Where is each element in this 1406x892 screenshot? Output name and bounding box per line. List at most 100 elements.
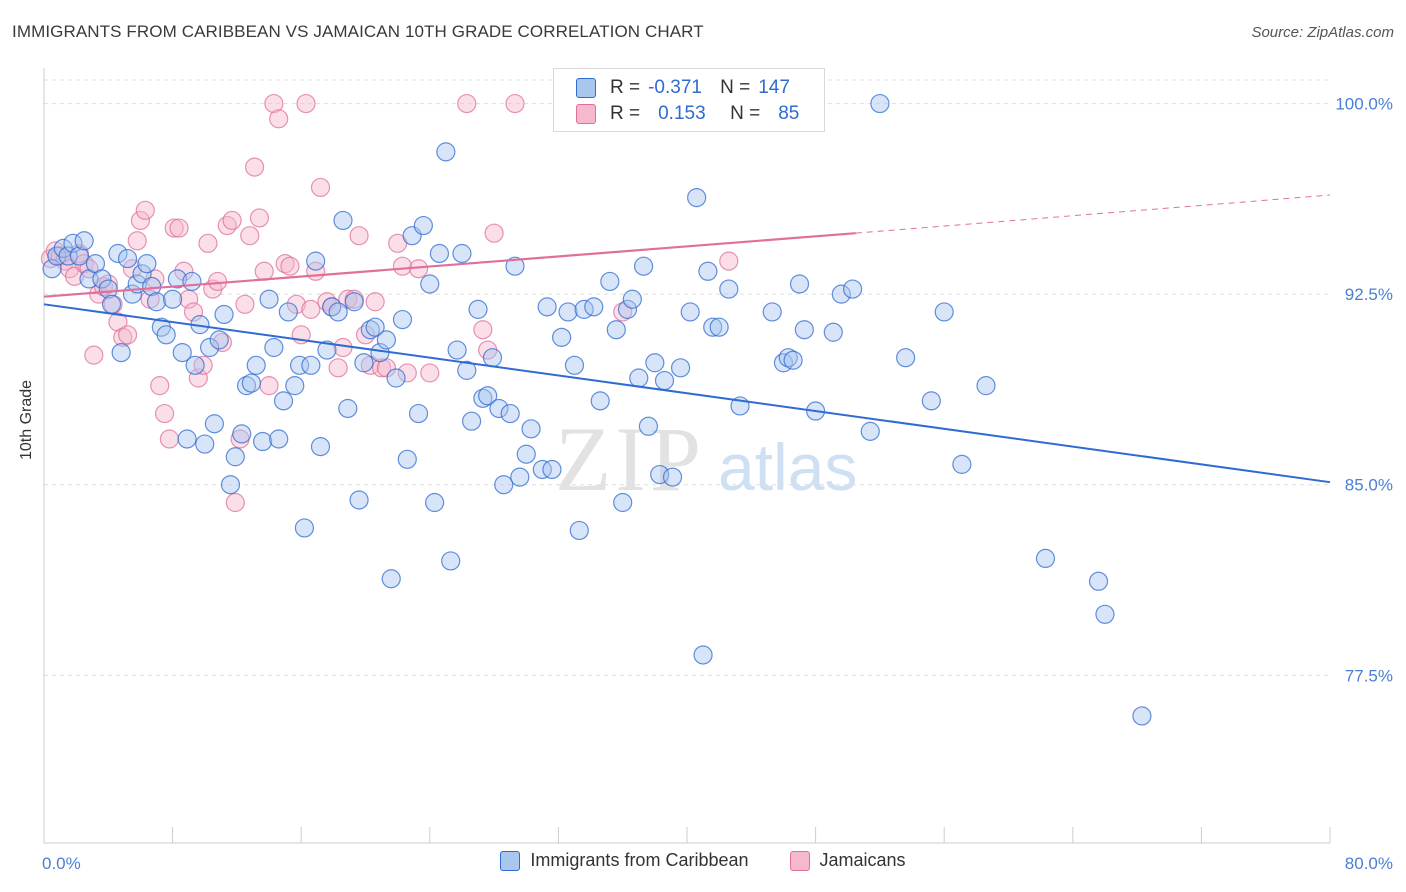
data-point (310, 437, 331, 457)
data-point (622, 289, 642, 309)
data-point (606, 320, 626, 340)
data-point (542, 459, 562, 480)
series-jamaicans (40, 93, 739, 513)
data-point (47, 246, 67, 266)
data-point (185, 355, 205, 375)
data-point (344, 292, 364, 312)
y-tick-labels: 77.5% 85.0% 92.5% 100.0% (1335, 95, 1393, 686)
data-point (420, 363, 440, 383)
data-point (408, 403, 429, 424)
stats-r-label: R = (610, 77, 641, 98)
data-point (600, 271, 620, 292)
x-tick-label: 80.0% (1345, 854, 1393, 873)
data-point (425, 492, 445, 513)
trend-line-jamaicans-extension (855, 194, 1331, 234)
data-point (558, 302, 578, 322)
data-point (111, 342, 131, 363)
data-point (823, 322, 843, 342)
data-point (253, 431, 273, 452)
data-point (489, 398, 509, 419)
data-point (328, 358, 348, 378)
data-point (117, 248, 138, 269)
data-point (150, 376, 170, 396)
data-point (552, 327, 572, 347)
trend-line-jamaicans (43, 232, 856, 298)
data-point (365, 317, 385, 337)
data-point (510, 467, 530, 487)
y-tick-label: 92.5% (1345, 285, 1393, 304)
legend-item-caribbean[interactable]: Immigrants from Caribbean (500, 850, 749, 871)
y-tick-label: 77.5% (1345, 666, 1393, 685)
legend-item-jamaicans[interactable]: Jamaicans (789, 850, 906, 871)
legend-swatch-jamaicans (789, 850, 810, 871)
data-point (976, 376, 996, 396)
data-point (188, 368, 208, 388)
data-point (505, 256, 525, 276)
trend-lines (43, 194, 1331, 484)
watermark-zip: ZIP (555, 408, 705, 510)
data-point (127, 231, 147, 251)
data-point (397, 363, 417, 383)
data-point (199, 337, 220, 358)
data-point (269, 429, 289, 449)
data-point (193, 355, 213, 375)
data-point (164, 218, 184, 238)
data-point (719, 279, 739, 299)
stats-legend: R = -0.371 N = 147 R = 0.153 N = 85 (553, 68, 825, 132)
data-point (831, 284, 851, 304)
data-point (286, 294, 306, 314)
data-point (687, 187, 707, 208)
data-point (301, 299, 321, 319)
data-point (371, 358, 392, 378)
data-point (214, 304, 234, 325)
legend: Immigrants from Caribbean Jamaicans (0, 850, 1406, 876)
data-point (333, 210, 353, 231)
data-point (232, 424, 252, 444)
data-point (146, 292, 167, 312)
data-point (132, 264, 152, 284)
data-point (79, 259, 99, 279)
data-point (156, 325, 176, 345)
data-point (436, 142, 456, 162)
y-tick-label: 85.0% (1345, 476, 1393, 495)
data-point (98, 279, 118, 299)
data-point (590, 391, 610, 411)
data-point (376, 330, 396, 350)
data-point (521, 419, 541, 439)
data-point (254, 261, 274, 281)
data-point (569, 520, 589, 541)
data-point (494, 475, 514, 495)
data-point (420, 274, 440, 294)
data-point (225, 492, 245, 513)
data-point (349, 226, 369, 246)
data-point (484, 223, 504, 243)
data-point (500, 403, 520, 424)
data-point (177, 429, 197, 449)
stats-row-jamaicans: R = 0.153 N = 85 (576, 102, 799, 126)
data-point (447, 340, 467, 360)
stats-n-value: 147 (758, 77, 790, 98)
data-point (285, 376, 305, 396)
data-point (860, 421, 880, 441)
data-point (135, 200, 155, 220)
data-point (365, 292, 385, 312)
series-caribbean (42, 93, 1152, 726)
data-point (310, 177, 331, 198)
stats-n-value: 85 (778, 103, 800, 124)
data-point (169, 218, 189, 238)
x-tick-labels: 0.0% 80.0% (42, 854, 1393, 873)
data-point (1095, 604, 1115, 624)
watermark-atlas: atlas (718, 430, 857, 504)
data-point (629, 368, 649, 388)
data-point (638, 416, 659, 436)
data-point (934, 302, 954, 322)
x-tick-label: 0.0% (42, 854, 81, 873)
data-point (633, 256, 654, 276)
data-point (457, 93, 477, 114)
data-point (516, 444, 536, 464)
data-point (719, 251, 739, 271)
watermark: ZIP atlas (555, 408, 857, 510)
data-point (241, 373, 261, 393)
data-point (246, 355, 266, 375)
data-point (386, 368, 406, 388)
